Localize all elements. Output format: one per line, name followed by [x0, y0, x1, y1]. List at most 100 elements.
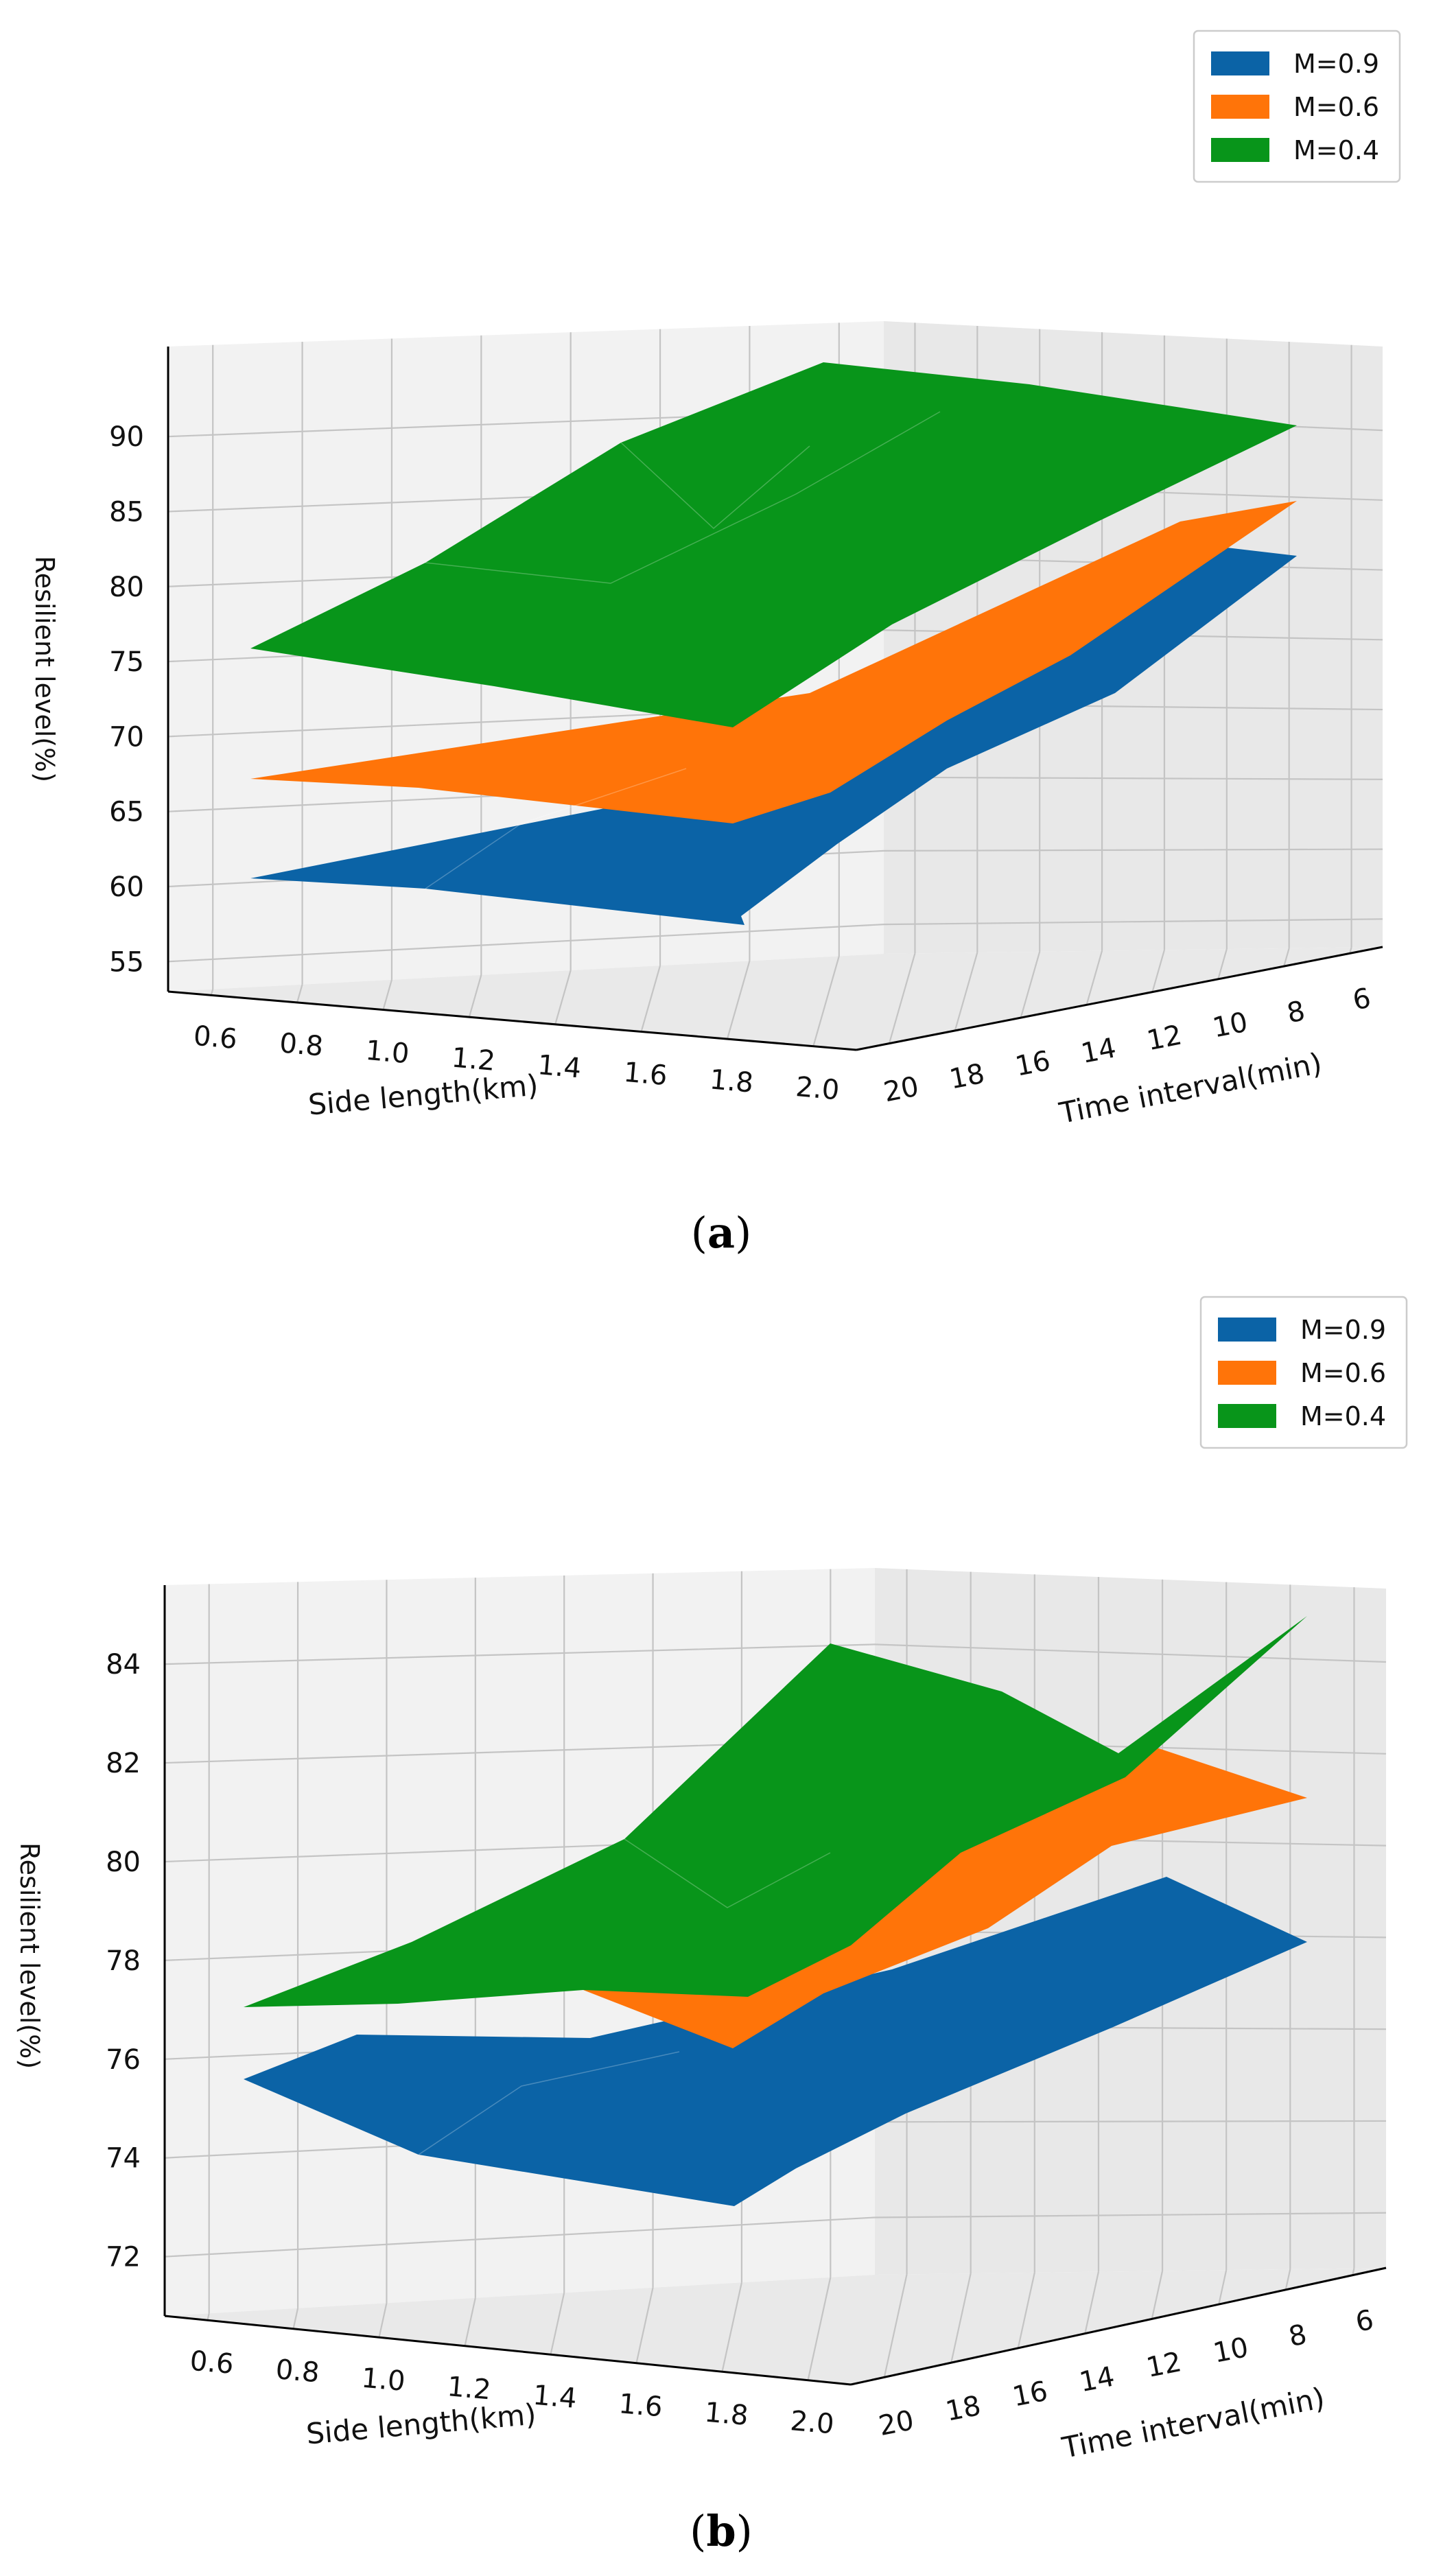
x-tick-label: 1.2: [450, 1042, 496, 1077]
x-axis-label: Side length(km): [305, 2398, 537, 2451]
y-tick-label: 18: [943, 2390, 983, 2428]
grid-line: [883, 776, 1383, 780]
mesh-line: [418, 2051, 680, 2155]
grid-line: [721, 2282, 743, 2372]
surfaces: [244, 1616, 1307, 2206]
mesh-line: [425, 411, 941, 584]
grid-line: [164, 2216, 876, 2258]
grid-line: [812, 956, 840, 1046]
x-tick-label: 1.0: [360, 2363, 406, 2398]
x-axis-line: [167, 990, 857, 1051]
y-axis-line: [850, 2267, 1387, 2386]
grid-line: [954, 952, 978, 1031]
surface-m06: [250, 501, 1297, 823]
y-tick-label: 10: [1210, 1007, 1250, 1044]
z-tick-labels: 72 74 76 78 80 82 84: [106, 1649, 141, 2273]
grid-line: [883, 2274, 908, 2378]
x-tick-label: 2.0: [795, 1071, 841, 1106]
z-tick-label: 75: [109, 646, 144, 678]
grid-line: [950, 2273, 972, 2363]
grid-line: [874, 1643, 1387, 1663]
x-tick-labels: 0.6 0.8 1.0 1.2 1.4 1.6 1.8 2.0: [192, 1020, 841, 1107]
panel-caption-letter: b: [706, 2506, 736, 2556]
z-tick-label: 80: [106, 1847, 141, 1878]
legend-label-m09: M=0.9: [1293, 49, 1379, 79]
legend-label-m04: M=0.4: [1293, 135, 1379, 165]
grid-line: [1086, 950, 1103, 1005]
grid-line: [1217, 948, 1228, 980]
grid-line: [1218, 2269, 1228, 2305]
mesh-line: [620, 442, 810, 530]
grid-line: [554, 970, 572, 1025]
y-tick-label: 18: [947, 1058, 987, 1096]
x-tick-label: 0.8: [274, 2354, 320, 2389]
x-tick-label: 1.8: [703, 2397, 749, 2432]
x-axis-line: [164, 2315, 852, 2386]
z-tick-label: 70: [109, 721, 144, 753]
panel-caption: (b): [690, 2506, 753, 2556]
floor-pane: [168, 947, 1383, 1050]
x-tick-label: 1.6: [618, 2388, 664, 2423]
grid-line: [468, 974, 482, 1018]
surface-m04: [250, 362, 1297, 727]
y-tick-label: 10: [1210, 2332, 1251, 2369]
x-axis-label: Side length(km): [307, 1068, 539, 1122]
legend: M=0.9 M=0.6 M=0.4: [1199, 1296, 1408, 1449]
y-axis-line: [856, 946, 1383, 1051]
legend-swatch-m04: [1218, 1404, 1276, 1428]
x-tick-label: 1.8: [708, 1064, 754, 1099]
surfaces: [250, 362, 1297, 925]
y-tick-labels: 20 18 16 14 12 10 8 6: [881, 983, 1373, 1109]
grid-line: [635, 2287, 654, 2363]
grid-line: [1283, 948, 1290, 967]
y-tick-label: 20: [876, 2404, 917, 2442]
grid-line: [382, 979, 392, 1010]
x-tick-label: 1.4: [532, 2380, 578, 2415]
legend-label-m09: M=0.9: [1300, 1315, 1386, 1345]
mesh-line: [425, 768, 687, 889]
x-tick-label: 0.6: [189, 2345, 235, 2380]
x-tick-label: 2.0: [789, 2405, 835, 2440]
x-tick-label: 1.4: [537, 1049, 583, 1084]
axis-lines: [163, 1585, 1387, 2386]
grid-line: [1020, 951, 1041, 1018]
grid-line: [296, 984, 303, 1003]
grid-line: [207, 2313, 210, 2321]
y-tick-label: 8: [1286, 2319, 1309, 2353]
surface-m04: [244, 1616, 1307, 2007]
grid-line: [1084, 2271, 1100, 2334]
z-tick-label: 72: [106, 2242, 141, 2273]
grid-line: [874, 2212, 1387, 2218]
z-axis-label: Resilient level(%): [14, 1842, 45, 2069]
surface-m09: [244, 1877, 1307, 2206]
y-tick-label: 8: [1284, 995, 1308, 1029]
legend-swatch-m06: [1211, 95, 1269, 119]
legend-label-m06: M=0.6: [1293, 92, 1379, 122]
legend-label-m06: M=0.6: [1300, 1358, 1386, 1388]
grid-line: [883, 918, 1383, 926]
y-tick-label: 20: [881, 1070, 922, 1108]
grid-line: [292, 2308, 299, 2329]
y-tick-label: 16: [1010, 2376, 1051, 2413]
grid-line: [1017, 2272, 1035, 2349]
y-tick-label: 6: [1350, 983, 1374, 1017]
grid-line: [1352, 2268, 1355, 2275]
mesh-line: [624, 1838, 831, 1908]
z-tick-labels: 55 60 65 70 75 80 85 90: [109, 421, 144, 978]
grid-line: [464, 2297, 476, 2346]
z-axis-label: Resilient level(%): [30, 556, 60, 782]
y-tick-label: 16: [1013, 1045, 1053, 1083]
grid-line: [378, 2303, 388, 2338]
grid-line: [1151, 2271, 1164, 2319]
panel-a: 55 60 65 70 75 80 85 90 0.6 0.8 1.0 1.2 1.4 1.6 1.8 2.…: [30, 30, 1401, 1258]
x-tick-labels: 0.6 0.8 1.0 1.2 1.4 1.6 1.8 2.0: [189, 2345, 835, 2441]
x-tick-label: 1.6: [622, 1057, 668, 1092]
legend: M=0.9 M=0.6 M=0.4: [1193, 30, 1401, 183]
z-tick-label: 82: [106, 1748, 141, 1779]
grid-line: [1151, 950, 1165, 992]
y-tick-label: 12: [1144, 2346, 1184, 2384]
y-tick-label: 14: [1077, 2361, 1117, 2398]
legend-label-m04: M=0.4: [1300, 1401, 1386, 1431]
